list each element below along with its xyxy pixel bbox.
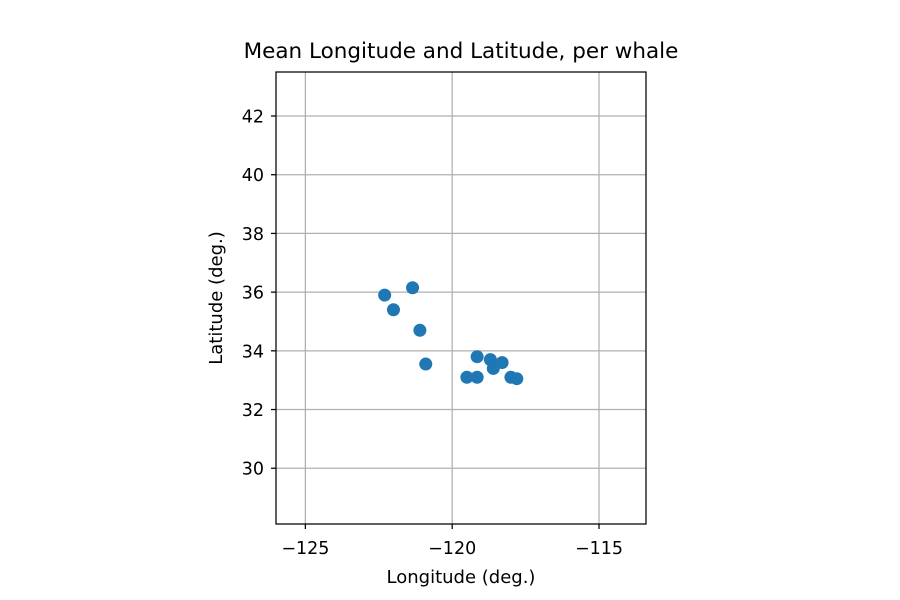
x-tick-label: −125 — [281, 539, 329, 559]
y-tick-label: 40 — [242, 166, 264, 186]
x-axis-label: Longitude (deg.) — [387, 567, 536, 588]
ticks: −125 −120 −115 30 32 34 36 38 40 42 — [242, 108, 623, 559]
scatter-point — [413, 323, 427, 337]
x-tick-label: −120 — [428, 539, 476, 559]
scatter-point — [460, 370, 474, 384]
y-tick-label: 34 — [242, 342, 264, 362]
x-tick-label: −115 — [575, 539, 623, 559]
scatter-point — [470, 370, 484, 384]
data-points — [378, 281, 524, 386]
y-tick-label: 32 — [242, 401, 264, 421]
y-axis-label: Latitude (deg.) — [206, 231, 227, 365]
scatter-point — [419, 357, 433, 371]
scatter-point — [378, 288, 392, 302]
scatter-point — [406, 281, 420, 295]
y-tick-label: 36 — [242, 284, 264, 304]
plot-frame — [275, 71, 647, 525]
y-tick-label: 42 — [242, 108, 264, 128]
chart-title: Mean Longitude and Latitude, per whale — [244, 39, 679, 64]
scatter-point — [495, 356, 509, 370]
scatter-point — [386, 303, 400, 317]
scatter-point — [470, 350, 484, 364]
grid — [276, 72, 646, 524]
y-tick-label: 30 — [242, 460, 264, 480]
y-tick-label: 38 — [242, 225, 264, 245]
scatter-point — [510, 372, 524, 386]
